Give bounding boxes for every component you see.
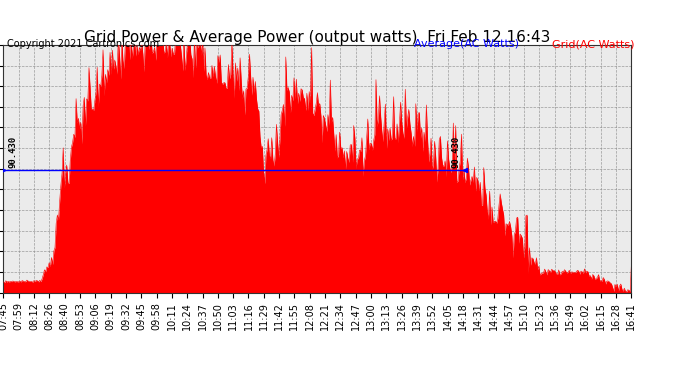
Text: 90.430: 90.430 — [451, 136, 460, 168]
Title: Grid Power & Average Power (output watts)  Fri Feb 12 16:43: Grid Power & Average Power (output watts… — [84, 30, 551, 45]
Text: Copyright 2021 Cartronics.com: Copyright 2021 Cartronics.com — [7, 39, 159, 50]
Text: 90.430: 90.430 — [8, 136, 17, 168]
Text: Grid(AC Watts): Grid(AC Watts) — [552, 39, 635, 50]
Text: Average(AC Watts): Average(AC Watts) — [414, 39, 519, 50]
